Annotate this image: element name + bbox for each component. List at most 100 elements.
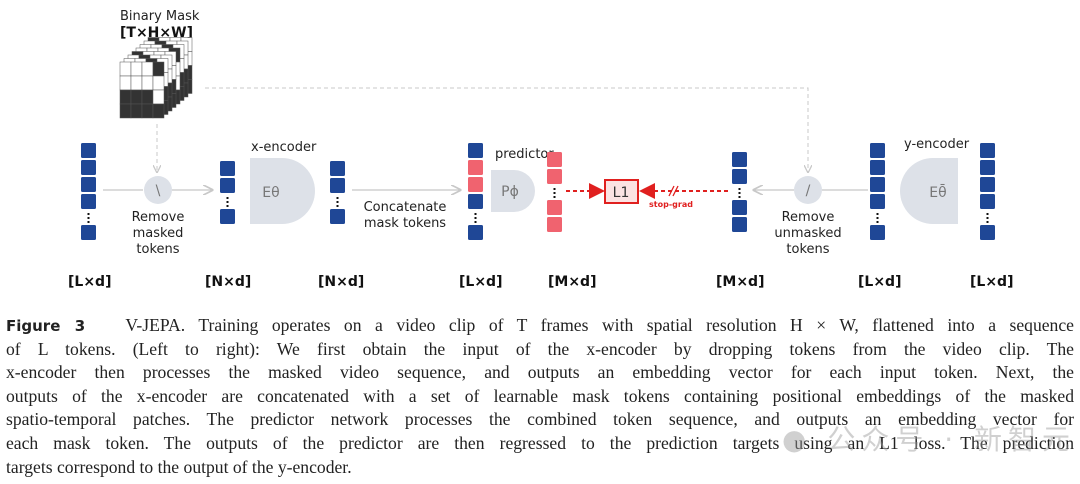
token-columns	[81, 143, 995, 240]
remove-masked-symbol: \	[156, 183, 161, 199]
mask-dims: [T×H×W]	[120, 25, 193, 41]
mask-cell	[141, 89, 154, 105]
x-encoder-label: x-encoder	[251, 140, 317, 155]
token	[870, 143, 885, 158]
token	[980, 177, 995, 192]
watermark: ● 公众号 · 新智元	[782, 423, 1077, 456]
ellipsis-dot	[553, 196, 556, 198]
token	[870, 194, 885, 209]
token	[980, 225, 995, 240]
concatenate-text: Concatenate mask tokens	[364, 200, 447, 231]
caption-line: Figure 3 V-JEPA. Training operates on a …	[6, 315, 1074, 335]
predictor-shape	[491, 170, 535, 212]
dim-label: [N×d]	[205, 274, 251, 290]
dim-label: [L×d]	[858, 274, 901, 290]
mask-cell	[119, 89, 132, 105]
token	[220, 209, 235, 224]
x-encoder-symbol: Eθ	[262, 185, 279, 201]
mask-cell	[141, 75, 154, 91]
token	[870, 225, 885, 240]
dim-label: [N×d]	[318, 274, 364, 290]
caption-line: each mask token. The outputs of the pred…	[6, 432, 1074, 453]
token	[468, 194, 483, 209]
stop-grad-label: stop-grad	[649, 200, 693, 209]
ellipsis-dot	[986, 217, 989, 219]
mask-token	[547, 169, 562, 184]
figure-label: Figure 3	[6, 317, 86, 335]
token	[81, 194, 96, 209]
ellipsis-dot	[226, 197, 229, 199]
mask-cell	[141, 61, 154, 77]
token	[81, 143, 96, 158]
ellipsis-dot	[226, 201, 229, 203]
y-encoder-label: y-encoder	[904, 137, 970, 152]
dim-label: [L×d]	[459, 274, 502, 290]
mask-token	[468, 177, 483, 192]
token	[468, 143, 483, 158]
caption-line: of L tokens. (Left to right): We first o…	[6, 338, 1074, 359]
ellipsis-dot	[87, 217, 90, 219]
token	[980, 160, 995, 175]
mask-cell	[141, 103, 154, 119]
y-encoder-shape	[900, 158, 958, 224]
caption-line: x-encoder then processes the masked vide…	[6, 362, 1074, 383]
token	[81, 177, 96, 192]
token	[980, 143, 995, 158]
mask-cell	[152, 75, 165, 91]
token	[732, 200, 747, 215]
token	[220, 161, 235, 176]
ellipsis-dot	[87, 221, 90, 223]
remove-unmasked-symbol: /	[806, 183, 811, 199]
mask-to-unmask-dashed-arrow	[205, 87, 808, 172]
mask-cell	[130, 103, 143, 119]
remove-masked-text: Remove masked tokens	[132, 210, 185, 257]
mask-cell	[130, 75, 143, 91]
ellipsis-dot	[474, 221, 477, 223]
mask-cell	[130, 89, 143, 105]
ellipsis-dot	[876, 213, 879, 215]
loss-label: L1	[613, 185, 630, 201]
ellipsis-dot	[336, 197, 339, 199]
ellipsis-dot	[336, 205, 339, 207]
token	[732, 152, 747, 167]
ellipsis-dot	[876, 221, 879, 223]
predictor-symbol: Pϕ	[501, 184, 519, 200]
y-encoder-symbol: Eθ̄	[929, 183, 946, 201]
token	[330, 209, 345, 224]
figure-caption: Figure 3 V-JEPA. Training operates on a …	[6, 314, 1074, 479]
ellipsis-dot	[553, 188, 556, 190]
token	[81, 160, 96, 175]
mask-title: Binary Mask	[120, 9, 200, 24]
ellipsis-dot	[986, 221, 989, 223]
ellipsis-dot	[876, 217, 879, 219]
ellipsis-dot	[474, 217, 477, 219]
ellipsis-dot	[553, 192, 556, 194]
dim-label: [L×d]	[68, 274, 111, 290]
dim-label: [M×d]	[548, 274, 596, 290]
caption-line: targets correspond to the output of the …	[6, 456, 352, 477]
token	[870, 160, 885, 175]
token	[732, 217, 747, 232]
vjepa-diagram: Binary Mask [T×H×W] \ / Remove masked toke…	[68, 9, 1013, 290]
token	[220, 178, 235, 193]
token	[870, 177, 885, 192]
ellipsis-dot	[474, 213, 477, 215]
token	[81, 225, 96, 240]
mask-token	[468, 160, 483, 175]
ellipsis-dot	[226, 205, 229, 207]
mask-cell	[152, 61, 165, 77]
mask-token	[547, 152, 562, 167]
dim-label: [L×d]	[970, 274, 1013, 290]
dim-label: [M×d]	[716, 274, 764, 290]
ellipsis-dot	[986, 213, 989, 215]
mask-cell	[152, 103, 165, 119]
mask-cell	[152, 89, 165, 105]
ellipsis-dot	[738, 192, 741, 194]
l1-loss-box	[604, 179, 639, 204]
caption-line: spatio-temporal patches. The predictor n…	[6, 409, 1074, 430]
x-encoder-shape	[250, 158, 315, 224]
mask-token	[547, 217, 562, 232]
mask-token	[547, 200, 562, 215]
ellipsis-dot	[738, 188, 741, 190]
ellipsis-dot	[336, 201, 339, 203]
